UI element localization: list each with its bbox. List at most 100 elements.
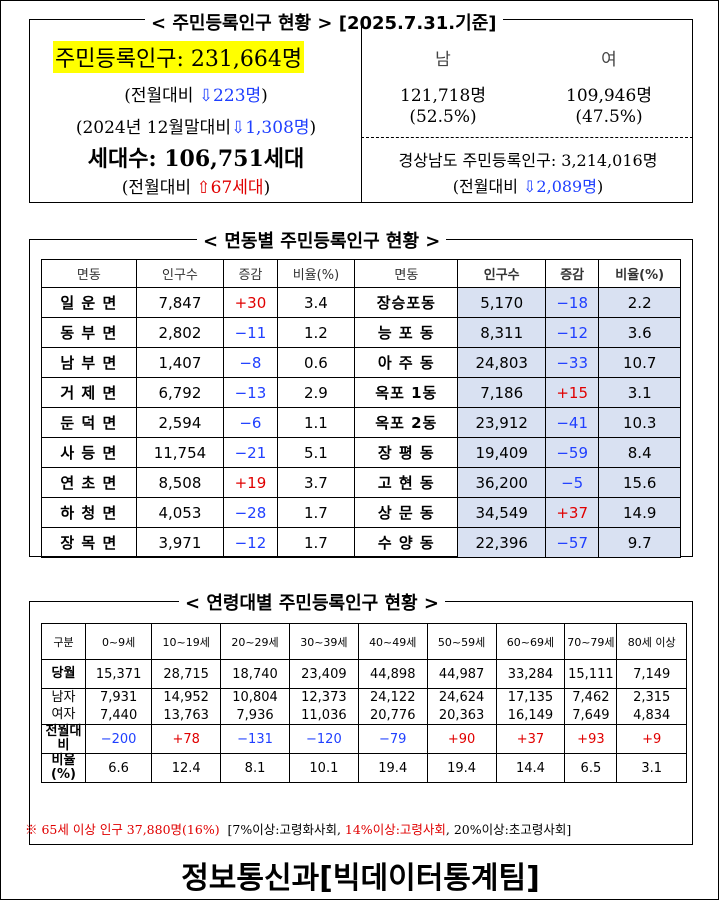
- cell: 1.1: [276, 407, 356, 438]
- value: ⇩1,308명: [230, 118, 310, 138]
- row: 당월 15,371 28,715 18,740 23,409 44,898 44,987 33…: [41, 659, 687, 689]
- cell: 9.7: [598, 527, 681, 558]
- cell: 8,311: [457, 317, 546, 348]
- close: ): [261, 86, 268, 106]
- cell: 7,649: [564, 706, 618, 725]
- cell: −200: [84, 724, 153, 754]
- cell: 옥포 2동: [354, 407, 459, 438]
- cell: −13: [223, 377, 278, 408]
- cell: −57: [544, 527, 600, 558]
- header-row: 면동 인구수 증감 비율(%) 면동 인구수 증감 비율(%): [41, 259, 681, 288]
- age-table: 구분 0~9세 10~19세 20~29세 30~39세 40~49세 50~59세 60~6…: [41, 623, 687, 783]
- cell: 10.1: [288, 753, 359, 783]
- cell: 장 평 동: [354, 437, 459, 468]
- cell: 0.6: [276, 347, 356, 378]
- divider: [361, 137, 693, 138]
- cell: 16,149: [495, 706, 566, 725]
- row: 비율(%) 6.6 12.4 8.1 10.1 19.4 19.4 14.4 6.5 3.1: [41, 753, 687, 783]
- close: ): [309, 118, 317, 138]
- divider: [361, 19, 362, 203]
- cell: 28,715: [151, 659, 222, 689]
- header-cell: 증감: [544, 259, 600, 288]
- cell: 8,508: [135, 467, 225, 498]
- cell: +78: [151, 724, 222, 754]
- cell: −18: [544, 287, 600, 318]
- cell: +37: [495, 724, 566, 754]
- row: 둔 덕 면 2,594 −6 1.1 옥포 2동 23,912 −41 10.3: [41, 407, 681, 438]
- cell: 7,186: [457, 377, 546, 408]
- header-cell: 증감: [223, 259, 278, 288]
- label: (전월대비: [452, 177, 518, 196]
- cell: −6: [223, 407, 278, 438]
- header-cell: 0~9세: [84, 623, 153, 660]
- row: 전월대비 −200 +78 −131 −120 −79 +90 +37 +93 +9: [41, 724, 687, 754]
- female-share: (47.5%): [575, 107, 643, 127]
- footer: 정보통신과[빅데이터통계팀]: [181, 861, 540, 896]
- cell: 능 포 동: [354, 317, 459, 348]
- cell: 6.6: [84, 753, 153, 783]
- row: 동 부 면 2,802 −11 1.2 능 포 동 8,311 −12 3.6: [41, 317, 681, 348]
- cell: 24,122: [357, 688, 428, 707]
- row: 남자 7,931 14,952 10,804 12,373 24,122 24,624 17,…: [41, 688, 687, 707]
- cell: 상 문 동: [354, 497, 459, 528]
- female-label: 여: [601, 50, 617, 70]
- cell: 7,847: [135, 287, 225, 318]
- cell: −120: [288, 724, 359, 754]
- female-count: 109,946명: [566, 86, 652, 106]
- male-label: 남: [435, 50, 451, 70]
- cell: 18,740: [220, 659, 290, 689]
- cell: 44,987: [426, 659, 497, 689]
- cell: 아 주 동: [354, 347, 459, 378]
- close: ): [596, 177, 604, 196]
- row: 하 청 면 4,053 −28 1.7 상 문 동 34,549 +37 14.9: [41, 497, 681, 528]
- province-change: (전월대비 ⇩2,089명): [363, 173, 693, 197]
- label: (2024년 12월말대비: [75, 118, 231, 138]
- cell: −12: [544, 317, 600, 348]
- cell: 6.5: [564, 753, 618, 783]
- households: 세대수: 106,751세대: [87, 146, 305, 172]
- cell: −8: [223, 347, 278, 378]
- cell: 거 제 면: [41, 377, 137, 408]
- cell: 연 초 면: [41, 467, 137, 498]
- cell: 남자: [41, 688, 86, 707]
- cell: 1.7: [276, 497, 356, 528]
- cell: 4,053: [135, 497, 225, 528]
- cell: 2,315: [616, 688, 687, 707]
- cell: 3.6: [598, 317, 681, 348]
- header-cell: 20~29세: [220, 623, 290, 660]
- cell: 2.9: [276, 377, 356, 408]
- row: 여자 7,440 13,763 7,936 11,036 20,776 20,363 16,1…: [41, 706, 687, 725]
- header-cell: 30~39세: [288, 623, 359, 660]
- cell: 5,170: [457, 287, 546, 318]
- header-cell: 면동: [354, 259, 459, 288]
- cell: 12,373: [288, 688, 359, 707]
- cell: 11,754: [135, 437, 225, 468]
- cell: 8.1: [220, 753, 290, 783]
- header-row: 구분 0~9세 10~19세 20~29세 30~39세 40~49세 50~59세 60~6…: [41, 623, 687, 660]
- cell: 1.2: [276, 317, 356, 348]
- cell: 36,200: [457, 467, 546, 498]
- cell: 6,792: [135, 377, 225, 408]
- cell: 장승포동: [354, 287, 459, 318]
- cell: 34,549: [457, 497, 546, 528]
- close: ): [263, 178, 271, 198]
- value: ⇩223명: [198, 86, 262, 106]
- cell: 19.4: [357, 753, 428, 783]
- cell: −28: [223, 497, 278, 528]
- header-cell: 60~69세: [495, 623, 566, 660]
- date: [2025.7.31.기준]: [338, 13, 497, 34]
- header-cell: 인구수: [135, 259, 225, 288]
- cell: 비율(%): [41, 753, 86, 783]
- title: < 주민등록인구 현황 >: [151, 13, 333, 34]
- cell: −21: [223, 437, 278, 468]
- cell: 3.4: [276, 287, 356, 318]
- header-cell: 비율(%): [276, 259, 356, 288]
- cell: 1.7: [276, 527, 356, 558]
- cell: 하 청 면: [41, 497, 137, 528]
- value: ⇩2,089명: [523, 177, 597, 196]
- cell: 23,912: [457, 407, 546, 438]
- cell: 2.2: [598, 287, 681, 318]
- header-cell: 40~49세: [357, 623, 428, 660]
- cell: +15: [544, 377, 600, 408]
